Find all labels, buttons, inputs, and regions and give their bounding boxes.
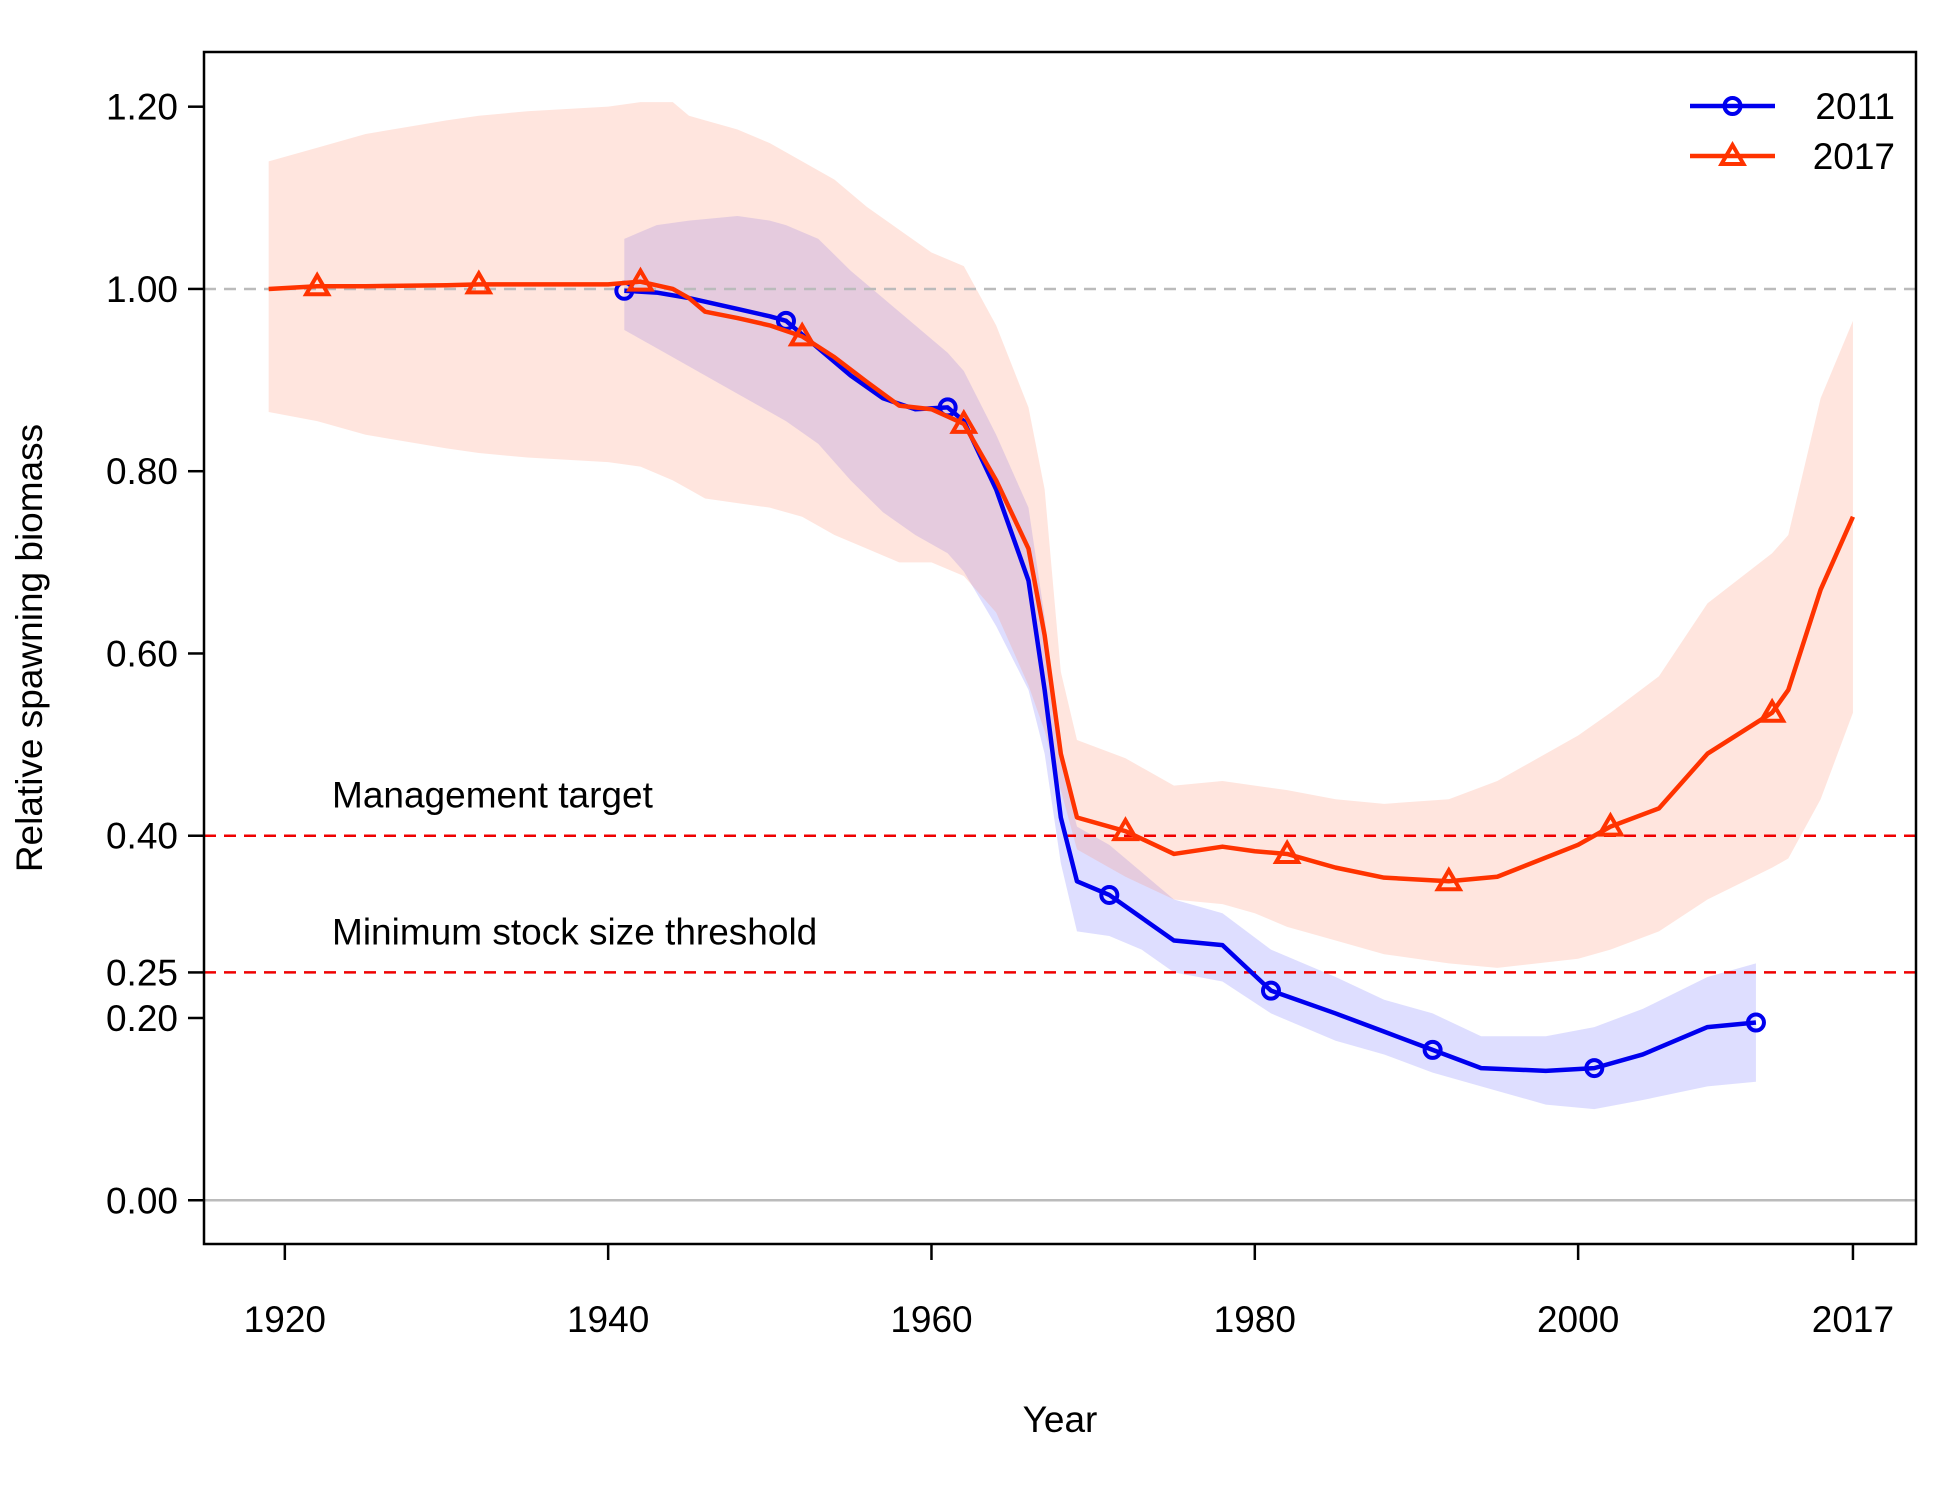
point-marker <box>1434 866 1464 892</box>
plot-frame <box>202 50 1918 1246</box>
point-marker <box>626 266 655 292</box>
point-marker <box>302 271 332 297</box>
point-marker <box>1595 811 1625 837</box>
point-marker <box>1745 1012 1766 1033</box>
x-tick-label: 1940 <box>567 1299 649 1340</box>
x-tick-label: 1980 <box>1214 1299 1296 1340</box>
y-tick-label: 0.00 <box>106 1180 178 1221</box>
point-marker <box>787 321 817 347</box>
point-marker <box>1757 697 1787 723</box>
y-tick-label: 0.25 <box>106 952 178 993</box>
series-line <box>268 279 1856 884</box>
legend-marker <box>1718 141 1747 166</box>
y-tick-label: 1.00 <box>106 269 178 310</box>
legend-marker <box>1722 96 1743 116</box>
point-marker <box>1111 816 1140 842</box>
legend-label: 2011 <box>1815 86 1895 127</box>
y-axis-label: Relative spawning biomass <box>9 424 50 872</box>
legend-label: 2017 <box>1813 136 1895 177</box>
confidence-band <box>624 216 1756 1110</box>
x-tick-label: 1920 <box>244 1299 326 1340</box>
point-marker <box>949 408 979 434</box>
y-tick-label: 0.80 <box>106 451 178 492</box>
reference-label: Minimum stock size threshold <box>332 911 817 952</box>
x-tick-label: 2017 <box>1812 1299 1894 1340</box>
y-tick-label: 0.60 <box>106 633 178 674</box>
x-tick-label: 2000 <box>1537 1299 1619 1340</box>
point-marker <box>1272 838 1302 864</box>
point-marker <box>1422 1039 1443 1060</box>
point-marker <box>1584 1058 1605 1079</box>
point-marker <box>1099 884 1120 905</box>
point-marker <box>1260 980 1281 1001</box>
y-tick-label: 0.20 <box>106 998 178 1039</box>
y-tick-label: 0.40 <box>106 816 178 857</box>
confidence-band <box>268 102 1853 968</box>
reference-label: Management target <box>332 775 654 816</box>
x-axis-label: Year <box>1023 1399 1098 1440</box>
x-tick-label: 1960 <box>890 1299 972 1340</box>
series-line <box>624 288 1757 1074</box>
y-tick-label: 1.20 <box>106 87 178 128</box>
point-marker <box>464 269 494 295</box>
